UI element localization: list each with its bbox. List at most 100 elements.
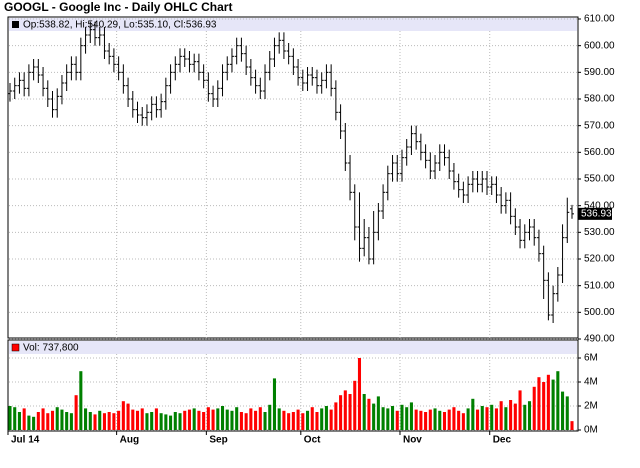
chart-title: GOOGL - Google Inc - Daily OHLC Chart xyxy=(4,0,232,14)
volume-bar xyxy=(272,378,277,430)
volume-bar xyxy=(258,407,262,430)
volume-bar xyxy=(305,410,310,430)
volume-bar xyxy=(414,409,418,430)
volume-bar xyxy=(27,415,31,430)
volume-bar xyxy=(69,413,73,430)
volume-bar xyxy=(518,390,522,430)
volume-bar xyxy=(362,394,366,430)
volume-bar xyxy=(409,402,413,430)
volume-bar xyxy=(183,410,187,430)
y-tick-label: 610.00 xyxy=(584,14,615,25)
price-legend: Op:538.82, Hi:540.29, Lo:535.10, Cl:536.… xyxy=(23,20,217,31)
volume-bar xyxy=(433,408,437,430)
volume-bar xyxy=(310,407,314,430)
volume-bar xyxy=(154,408,158,430)
volume-bar xyxy=(546,374,550,430)
volume-bar xyxy=(395,410,399,430)
volume-bar xyxy=(537,377,541,430)
volume-bar xyxy=(287,413,291,430)
volume-bar xyxy=(187,409,191,430)
y-tick-label: 520.00 xyxy=(584,254,615,265)
x-tick-label: Dec xyxy=(493,435,512,446)
y-tick-label: 590.00 xyxy=(584,67,615,78)
volume-bar xyxy=(466,408,470,430)
volume-bar xyxy=(447,409,451,430)
volume-bar xyxy=(74,395,78,430)
y-tick-label: 6M xyxy=(584,353,598,364)
volume-bar xyxy=(107,412,111,430)
volume-legend-swatch xyxy=(11,343,20,352)
volume-bar xyxy=(202,412,206,430)
volume-bar xyxy=(135,410,140,430)
volume-bar xyxy=(13,407,17,430)
volume-bar xyxy=(150,412,154,430)
volume-bar xyxy=(55,407,59,430)
volume-bar xyxy=(372,403,376,430)
volume-bar xyxy=(46,413,50,430)
volume-bar xyxy=(192,408,196,430)
volume-bar xyxy=(131,409,135,430)
y-tick-label: 2M xyxy=(584,401,598,412)
volume-bar xyxy=(230,410,234,430)
volume-bar xyxy=(17,412,21,430)
last-price-tag xyxy=(578,207,612,220)
volume-bar xyxy=(523,404,527,430)
volume-bar xyxy=(239,412,243,430)
volume-bar xyxy=(244,413,248,430)
volume-bar xyxy=(211,409,215,430)
y-tick-label: 510.00 xyxy=(584,280,615,291)
volume-bar xyxy=(32,416,36,430)
volume-bar xyxy=(386,408,390,430)
volume-bar xyxy=(88,412,92,430)
volume-bar xyxy=(225,409,229,430)
volume-bar xyxy=(513,403,517,430)
volume-bar xyxy=(428,409,432,430)
price-legend-swatch xyxy=(12,21,19,28)
volume-bar xyxy=(509,400,513,430)
volume-bar xyxy=(282,410,286,430)
volume-bar xyxy=(551,379,555,430)
y-tick-label: 490.00 xyxy=(584,334,615,345)
y-tick-label: 550.00 xyxy=(584,174,615,185)
volume-bar xyxy=(197,410,201,430)
volume-bar xyxy=(79,371,83,430)
y-tick-label: 580.00 xyxy=(584,94,615,105)
volume-bar xyxy=(476,409,480,430)
volume-bar xyxy=(206,407,210,430)
volume-bar xyxy=(353,380,357,430)
x-tick-label: Jul 14 xyxy=(11,435,40,446)
volume-bar xyxy=(140,408,144,430)
volume-bar xyxy=(263,412,267,430)
volume-bar xyxy=(504,407,508,430)
volume-bar xyxy=(438,410,442,430)
volume-bar xyxy=(499,401,503,430)
volume-bar xyxy=(376,396,380,430)
last-price-label: 536.93 xyxy=(581,208,612,219)
volume-bar xyxy=(145,413,149,430)
y-tick-label: 530.00 xyxy=(584,227,615,238)
volume-bar xyxy=(8,406,12,430)
volume-bar xyxy=(277,408,281,430)
volume-bar xyxy=(117,410,121,430)
volume-bar xyxy=(159,413,163,430)
volume-legend: Vol: 737,800 xyxy=(23,343,79,354)
volume-bar xyxy=(164,414,168,430)
y-tick-label: 4M xyxy=(584,377,598,388)
volume-bar xyxy=(343,390,347,430)
x-tick-label: Sep xyxy=(209,435,227,446)
volume-bar xyxy=(112,413,116,430)
y-tick-label: 0M xyxy=(584,425,598,436)
volume-bar xyxy=(442,412,447,430)
volume-bar xyxy=(178,413,182,430)
volume-bar xyxy=(405,407,409,430)
y-tick-label: 560.00 xyxy=(584,147,615,158)
volume-bar xyxy=(419,410,423,430)
volume-bar xyxy=(169,415,173,430)
volume-bar xyxy=(391,406,395,430)
volume-bar xyxy=(84,408,88,430)
volume-bar xyxy=(102,413,106,430)
volume-bar xyxy=(22,408,26,430)
x-tick-label: Aug xyxy=(120,435,139,446)
volume-bar xyxy=(532,386,536,430)
